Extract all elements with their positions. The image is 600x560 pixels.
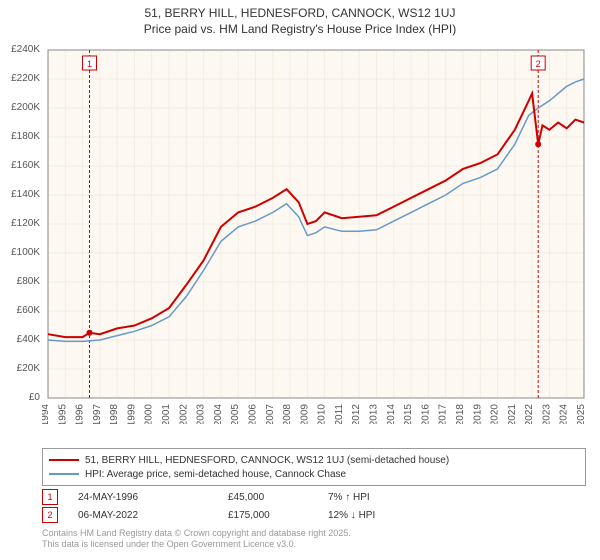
marker-row-2: 2 06-MAY-2022 £175,000 12% ↓ HPI (42, 506, 458, 524)
y-axis-label: £0 (2, 392, 40, 403)
marker-badge-1: 1 (42, 489, 58, 505)
svg-text:1994: 1994 (42, 404, 51, 424)
title-line-1: 51, BERRY HILL, HEDNESFORD, CANNOCK, WS1… (0, 6, 600, 20)
svg-text:1999: 1999 (126, 404, 137, 424)
marker-row-1: 1 24-MAY-1996 £45,000 7% ↑ HPI (42, 488, 458, 506)
svg-text:2013: 2013 (369, 404, 380, 424)
marker-1-pct: 7% ↑ HPI (328, 492, 458, 503)
svg-text:2021: 2021 (507, 404, 518, 424)
svg-text:2017: 2017 (438, 404, 449, 424)
footnote-line-2: This data is licensed under the Open Gov… (42, 539, 296, 549)
svg-text:2020: 2020 (490, 404, 501, 424)
svg-text:2019: 2019 (472, 404, 483, 424)
legend-row-hpi: HPI: Average price, semi-detached house,… (49, 467, 579, 481)
svg-text:2006: 2006 (247, 404, 258, 424)
svg-text:2000: 2000 (144, 404, 155, 424)
svg-text:2023: 2023 (541, 404, 552, 424)
y-axis-label: £140K (2, 189, 40, 200)
svg-text:2004: 2004 (213, 404, 224, 424)
svg-text:1996: 1996 (75, 404, 86, 424)
svg-text:2014: 2014 (386, 404, 397, 424)
footnote: Contains HM Land Registry data © Crown c… (42, 528, 351, 550)
marker-1-date: 24-MAY-1996 (78, 492, 228, 503)
title-block: 51, BERRY HILL, HEDNESFORD, CANNOCK, WS1… (0, 0, 600, 36)
footnote-line-1: Contains HM Land Registry data © Crown c… (42, 528, 351, 538)
y-axis-label: £100K (2, 247, 40, 258)
title-line-2: Price paid vs. HM Land Registry's House … (0, 22, 600, 36)
svg-text:2010: 2010 (317, 404, 328, 424)
svg-text:2002: 2002 (178, 404, 189, 424)
marker-2-price: £175,000 (228, 510, 328, 521)
y-axis-label: £160K (2, 160, 40, 171)
svg-text:2025: 2025 (576, 404, 587, 424)
svg-text:2012: 2012 (351, 404, 362, 424)
marker-2-pct: 12% ↓ HPI (328, 510, 458, 521)
svg-text:2001: 2001 (161, 404, 172, 424)
legend-label-hpi: HPI: Average price, semi-detached house,… (85, 469, 346, 480)
legend-swatch-property (49, 459, 79, 461)
svg-text:2018: 2018 (455, 404, 466, 424)
marker-2-date: 06-MAY-2022 (78, 510, 228, 521)
svg-text:2007: 2007 (265, 404, 276, 424)
svg-text:2016: 2016 (420, 404, 431, 424)
legend-swatch-hpi (49, 473, 79, 475)
y-axis-label: £240K (2, 44, 40, 55)
svg-text:1997: 1997 (92, 404, 103, 424)
y-axis-label: £220K (2, 73, 40, 84)
svg-text:1995: 1995 (57, 404, 68, 424)
svg-text:2008: 2008 (282, 404, 293, 424)
y-axis-label: £180K (2, 131, 40, 142)
legend-label-property: 51, BERRY HILL, HEDNESFORD, CANNOCK, WS1… (85, 455, 449, 466)
svg-text:2005: 2005 (230, 404, 241, 424)
chart-area: 1 2 1994 1995 1996 1997 1998 1999 2000 2001 2002 20… (42, 44, 590, 424)
y-axis-label: £80K (2, 276, 40, 287)
legend-row-property: 51, BERRY HILL, HEDNESFORD, CANNOCK, WS1… (49, 453, 579, 467)
svg-text:1998: 1998 (109, 404, 120, 424)
svg-text:2024: 2024 (559, 404, 570, 424)
svg-text:2022: 2022 (524, 404, 535, 424)
legend-box: 51, BERRY HILL, HEDNESFORD, CANNOCK, WS1… (42, 448, 586, 486)
chart-container: 51, BERRY HILL, HEDNESFORD, CANNOCK, WS1… (0, 0, 600, 560)
svg-text:2015: 2015 (403, 404, 414, 424)
svg-text:2003: 2003 (196, 404, 207, 424)
y-axis-label: £200K (2, 102, 40, 113)
marker-badge-2: 2 (42, 507, 58, 523)
y-axis-label: £20K (2, 363, 40, 374)
svg-text:2009: 2009 (299, 404, 310, 424)
y-axis-label: £40K (2, 334, 40, 345)
y-axis-label: £60K (2, 305, 40, 316)
svg-text:1: 1 (87, 59, 92, 69)
svg-text:2: 2 (536, 59, 541, 69)
marker-1-price: £45,000 (228, 492, 328, 503)
chart-svg: 1 2 1994 1995 1996 1997 1998 1999 2000 2001 2002 20… (42, 44, 590, 424)
marker-info-rows: 1 24-MAY-1996 £45,000 7% ↑ HPI 2 06-MAY-… (42, 488, 458, 524)
y-axis-label: £120K (2, 218, 40, 229)
svg-text:2011: 2011 (334, 404, 345, 424)
